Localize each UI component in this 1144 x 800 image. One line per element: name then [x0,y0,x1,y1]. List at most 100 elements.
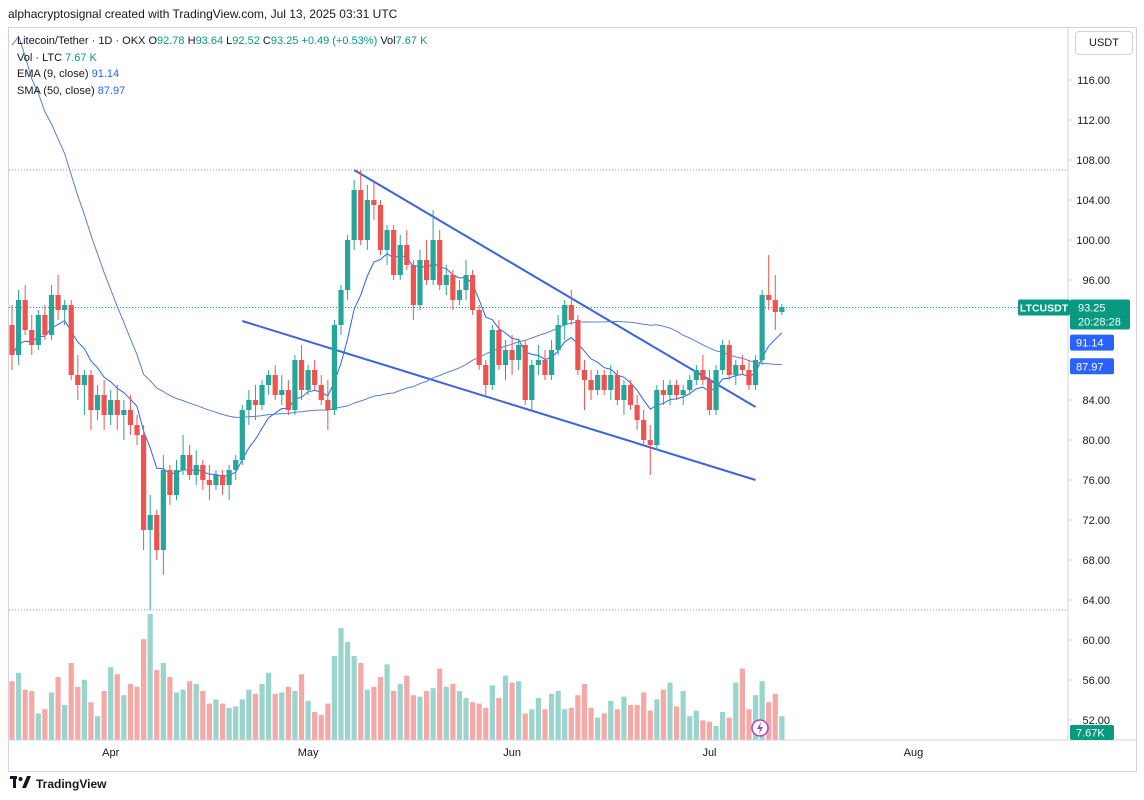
volume-bar [259,684,265,740]
volume-bar [647,710,653,740]
volume-bar [509,682,515,740]
legend-vol: 7.67 K [395,35,428,47]
candles [9,170,785,610]
candle-body [733,365,739,375]
candle-body [384,230,390,250]
legend-symbol: Litecoin/Tether · 1D · OKX [17,35,146,47]
price-tag-value: 87.97 [1076,361,1104,373]
volume-bar [463,698,469,740]
x-tick-label: Apr [102,747,119,759]
footer-brand[interactable]: TradingView [10,776,106,791]
candle-body [621,385,627,400]
volume-bar [430,688,436,740]
candle-body [88,375,94,410]
candle-body [75,375,81,385]
candle-body [713,370,719,410]
legend-sma-row: SMA (50, close) 87.97 [17,83,427,100]
volume-bar [404,675,410,740]
candle-body [331,325,338,410]
moving-averages [11,35,783,478]
volume-bar [595,717,601,740]
y-tick-label: 76.00 [1082,475,1110,487]
volume-bar [62,705,68,740]
candle-body [42,315,48,335]
volume-bar [266,672,272,740]
legend-ema-row: EMA (9, close) 91.14 [17,66,427,83]
candle-body [213,475,219,485]
volume-bar [575,695,581,740]
candle-body [641,420,647,440]
volume-bar [305,700,311,740]
volume-bar [213,699,219,740]
candle-body [121,410,127,415]
candle-body [9,325,15,355]
candle-body [298,360,305,390]
candle-body [206,480,212,485]
candle-body [496,330,502,365]
x-tick-label: Aug [904,747,924,759]
candle-body [759,295,765,360]
volume-bar [351,656,357,740]
currency-button[interactable]: USDT [1075,31,1133,55]
candle-body [568,305,574,320]
price-tag-ltcusdt: LTCUSDT 93.25 20:28:28 [1018,299,1130,330]
candle-body [595,375,601,390]
candle-body [377,205,384,250]
candle-body [509,350,515,360]
volume-bar [496,698,502,740]
volume-bar [108,667,114,740]
volume-bar [555,691,561,740]
volume-bar [476,703,482,740]
candle-body [548,350,555,375]
candle-body [397,245,403,275]
candle-body [187,455,193,475]
volume-bar [693,710,699,740]
volume-bar [101,691,107,740]
volume-bar [548,693,555,740]
volume-bar [489,685,495,740]
volume-bar [680,691,686,740]
candle-body [476,310,482,365]
candle-body [318,385,324,400]
volume-bar [516,681,522,740]
candle-body [305,370,311,390]
candle-body [391,230,397,275]
candle-body [542,360,548,375]
candle-body [233,460,239,470]
volume-bar [417,696,423,740]
volume-bar [127,684,134,740]
ema-9-line [11,252,783,478]
candle-body [160,470,166,550]
price-tag-sma: 87.97 [1070,358,1114,375]
volume-bar [279,692,285,740]
trendlines [242,169,757,481]
legend-vol-ltc: 7.67 K [65,51,97,64]
y-tick-label: 72.00 [1082,515,1110,527]
volume-bar [35,713,41,740]
y-tick-label: 60.00 [1082,635,1110,647]
candle-body [114,400,120,415]
candle-body [351,190,357,240]
volume-bar [673,706,680,740]
legend-high: 93.64 [195,35,224,47]
volume-bar [206,703,212,740]
candle-body [404,245,410,265]
candle-body [325,400,331,410]
candle-body [752,360,759,385]
volume-bar [141,639,147,740]
candle-body [581,370,588,380]
candle-body [226,470,232,485]
volume-bar [739,668,745,740]
volume-bar [200,691,206,740]
trendline [353,169,757,408]
candle-body [180,455,186,470]
candle-body [285,390,291,410]
legend-vol-row: Vol · LTC 7.67 K [17,50,427,67]
volume-bar [384,664,390,740]
y-tick-label: 116.00 [1077,75,1110,87]
candle-body [516,345,522,360]
volume-bar [627,705,634,740]
volume-bar [338,628,344,740]
candle-body [588,380,594,390]
